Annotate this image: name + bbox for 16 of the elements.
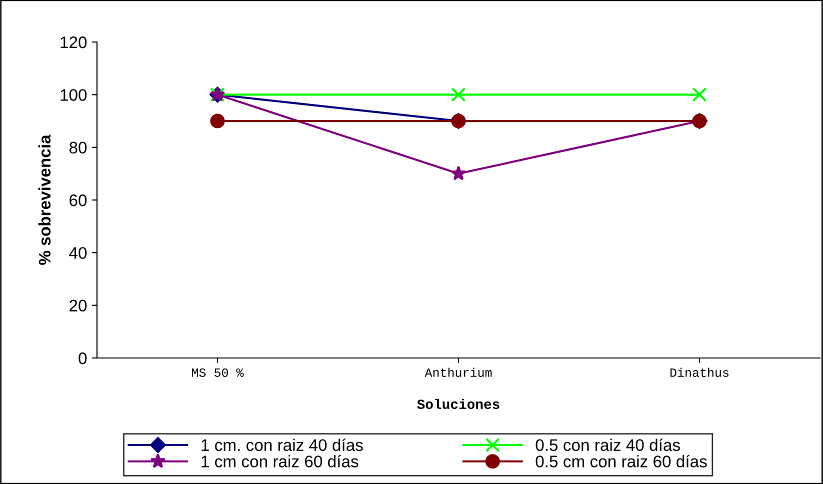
legend-label: 0.5 con raiz 40 días bbox=[536, 438, 680, 452]
x-tick-label: MS 50 % bbox=[192, 368, 244, 377]
legend-label: 1 cm. con raiz 40 días bbox=[202, 438, 363, 452]
y-tick-label: 40 bbox=[69, 247, 87, 259]
y-axis-title: % sobrevivencia bbox=[38, 134, 51, 265]
y-tick-label: 60 bbox=[70, 194, 87, 206]
y-tick-label: 100 bbox=[60, 89, 87, 101]
legend-label: 1 cm con raiz 60 días bbox=[202, 454, 358, 468]
y-tick-label: 0 bbox=[78, 352, 87, 364]
y-tick-label: 20 bbox=[70, 300, 87, 312]
legend-label: 0.5 cm con raiz 60 días bbox=[536, 454, 707, 468]
x-axis-title: Soluciones bbox=[417, 398, 500, 410]
x-tick-label: Dinathus bbox=[670, 368, 728, 377]
y-tick-label: 80 bbox=[69, 142, 87, 154]
x-tick-label: Anthurium bbox=[424, 368, 492, 377]
y-tick-label: 120 bbox=[60, 36, 87, 48]
